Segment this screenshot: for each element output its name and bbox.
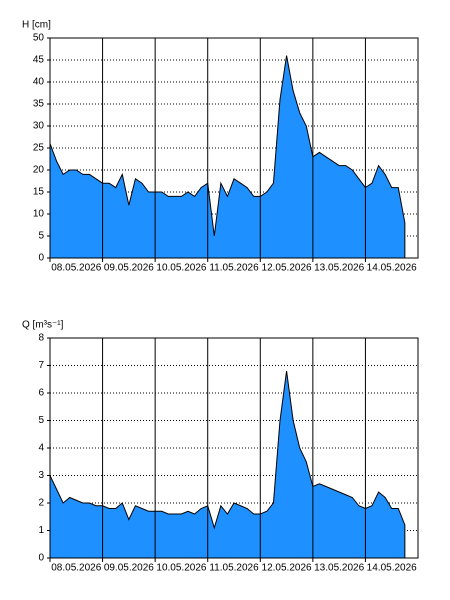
y-tick-label: 20: [33, 165, 45, 176]
y-tick-label: 30: [33, 121, 45, 132]
y-tick-label: 7: [38, 360, 44, 371]
plot-border: [49, 37, 419, 259]
x-tick-label: 10.05.2026: [156, 563, 206, 574]
x-tick-label: 14.05.2026: [367, 563, 417, 574]
y-tick-label: 5: [38, 415, 44, 426]
y-tick-label: 25: [33, 143, 45, 154]
area-outline: [49, 55, 406, 258]
y-tick-label: 5: [38, 231, 44, 242]
x-tick-label: 13.05.2026: [314, 263, 364, 274]
y-tick-label: 4: [38, 443, 44, 454]
y-axis-label: H [cm]: [22, 20, 51, 31]
y-tick-label: 35: [33, 99, 45, 110]
x-tick-label: 13.05.2026: [314, 563, 364, 574]
area: [50, 371, 405, 558]
x-tick-label: 14.05.2026: [367, 263, 417, 274]
x-tick-label: 09.05.2026: [104, 563, 154, 574]
area: [50, 55, 405, 258]
y-tick-label: 2: [38, 498, 44, 509]
y-tick-label: 0: [38, 553, 44, 564]
y-tick-label: 15: [33, 187, 45, 198]
area-outline: [49, 370, 406, 558]
y-tick-label: 1: [38, 525, 44, 536]
y-tick-label: 45: [33, 55, 45, 66]
y-tick-label: 50: [33, 33, 45, 44]
y-tick-label: 40: [33, 77, 45, 88]
x-tick-label: 10.05.2026: [156, 263, 206, 274]
y-tick-label: 8: [38, 333, 44, 344]
y-tick-label: 3: [38, 470, 44, 481]
y-tick-label: 10: [33, 209, 45, 220]
y-tick-label: 0: [38, 253, 44, 264]
y-tick-label: 6: [38, 388, 44, 399]
x-tick-label: 08.05.2026: [51, 263, 101, 274]
x-tick-label: 12.05.2026: [262, 263, 312, 274]
x-tick-label: 08.05.2026: [51, 563, 101, 574]
y-axis-label: Q [m³s⁻¹]: [22, 320, 64, 331]
x-tick-label: 09.05.2026: [104, 263, 154, 274]
x-tick-label: 11.05.2026: [209, 563, 259, 574]
x-tick-label: 11.05.2026: [209, 263, 259, 274]
plot-border: [49, 337, 419, 559]
x-tick-label: 12.05.2026: [262, 563, 312, 574]
